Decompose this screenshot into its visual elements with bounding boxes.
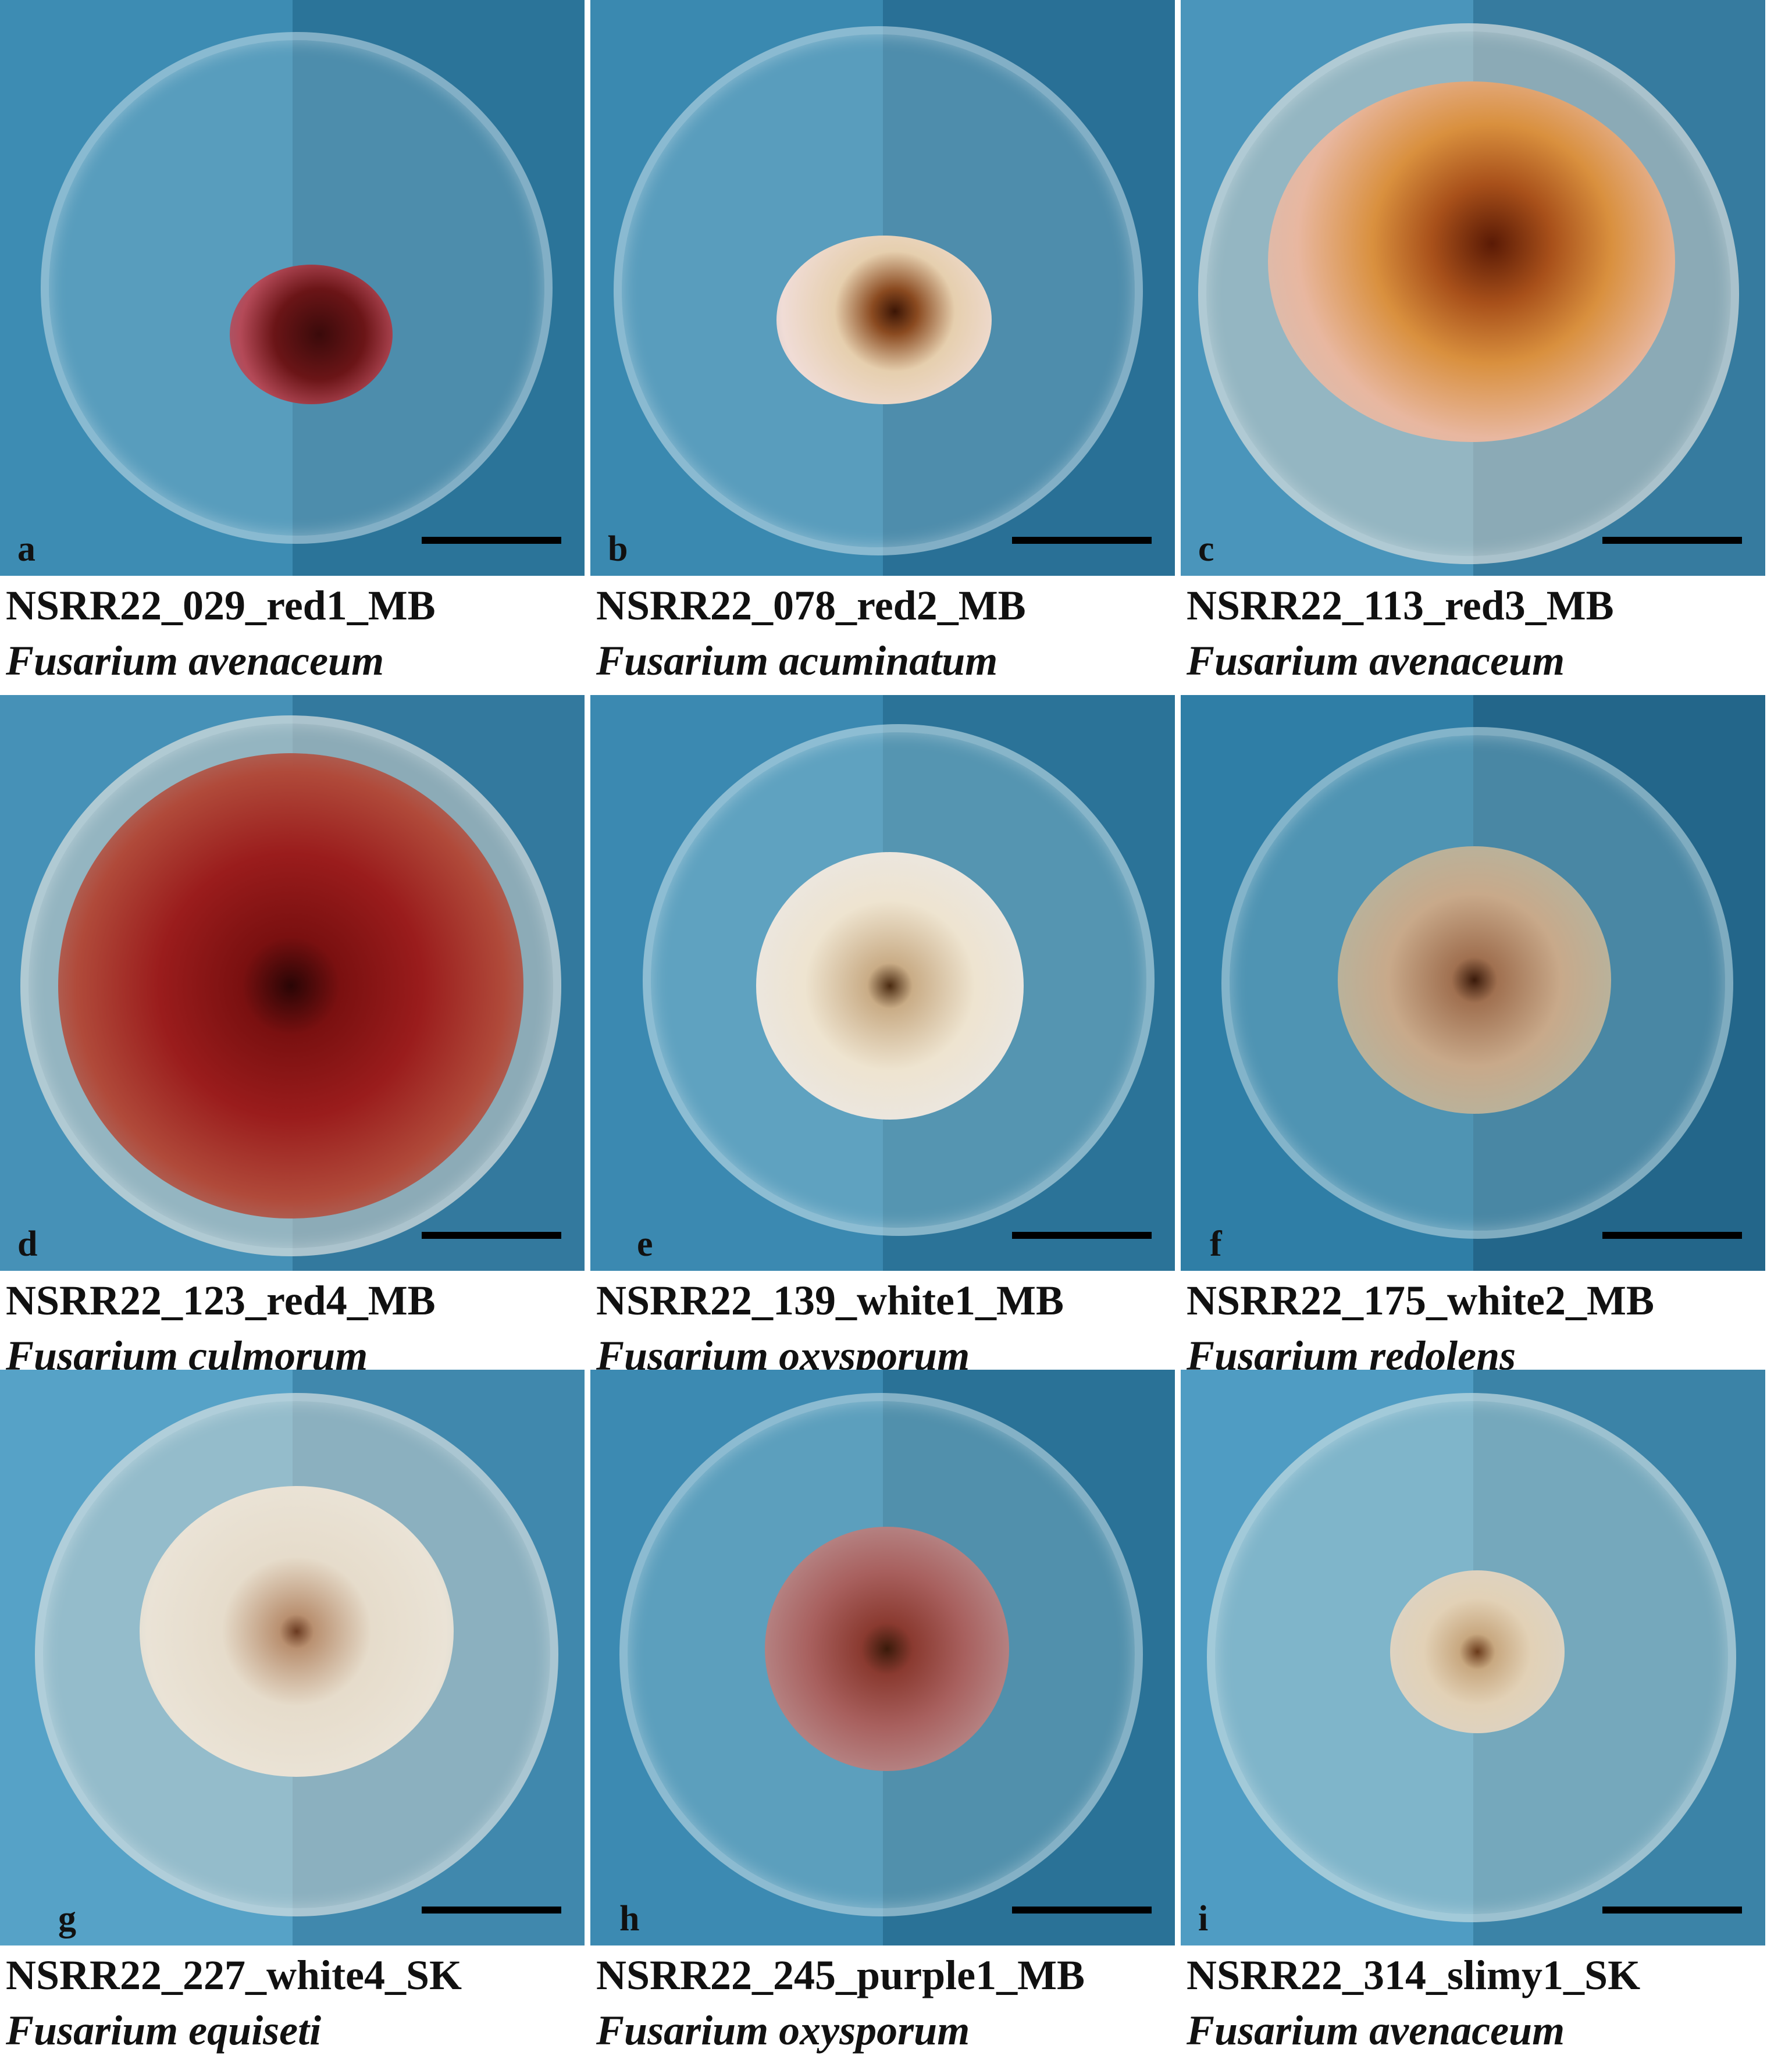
petri-dish-photo: [590, 695, 1175, 1271]
isolate-id: NSRR22_245_purple1_MB: [596, 1952, 1085, 1998]
species-name: Fusarium avenaceum: [1187, 637, 1565, 684]
isolate-id: NSRR22_078_red2_MB: [596, 582, 1026, 629]
panel-i: i NSRR22_314_slimy1_SK Fusarium avenaceu…: [1181, 1370, 1765, 2056]
panel-label: f: [1210, 1224, 1222, 1264]
panel-label: e: [637, 1224, 653, 1264]
species-name: Fusarium equiseti: [6, 2007, 322, 2054]
scale-bar: [422, 1907, 561, 1914]
panel-f: f NSRR22_175_white2_MB Fusarium redolens: [1181, 695, 1765, 1381]
scale-bar: [1602, 1907, 1742, 1914]
species-name: Fusarium acuminatum: [596, 637, 998, 684]
isolate-id: NSRR22_227_white4_SK: [6, 1952, 462, 1998]
fungal-colony: [58, 753, 523, 1218]
isolate-id: NSRR22_139_white1_MB: [596, 1277, 1064, 1324]
fungal-colony: [140, 1486, 454, 1777]
panel-label: d: [17, 1224, 38, 1264]
isolate-id: NSRR22_029_red1_MB: [6, 582, 436, 629]
petri-dish-photo: [590, 1370, 1175, 1945]
petri-dish-photo: [590, 0, 1175, 576]
isolate-id: NSRR22_314_slimy1_SK: [1187, 1952, 1641, 1998]
panel-label: g: [58, 1899, 76, 1939]
scale-bar: [1012, 1907, 1152, 1914]
species-name: Fusarium avenaceum: [6, 637, 384, 684]
panel-label: h: [619, 1899, 640, 1939]
fungal-colony: [1268, 81, 1675, 442]
isolate-id: NSRR22_175_white2_MB: [1187, 1277, 1654, 1324]
fungal-colony: [1390, 1570, 1565, 1733]
fungal-colony: [230, 265, 393, 404]
scale-bar: [1602, 537, 1742, 544]
petri-dish-photo: [0, 0, 585, 576]
scale-bar: [1602, 1232, 1742, 1239]
fungal-colony: [776, 236, 992, 404]
panel-label: c: [1198, 529, 1214, 569]
panel-label: b: [608, 529, 628, 569]
scale-bar: [422, 537, 561, 544]
isolate-id: NSRR22_123_red4_MB: [6, 1277, 436, 1324]
petri-dish-photo: [0, 695, 585, 1271]
petri-dish-photo: [1181, 1370, 1765, 1945]
panel-h: h NSRR22_245_purple1_MB Fusarium oxyspor…: [590, 1370, 1175, 2056]
panel-c: c NSRR22_113_red3_MB Fusarium avenaceum: [1181, 0, 1765, 686]
petri-dish-photo: [1181, 0, 1765, 576]
isolate-id: NSRR22_113_red3_MB: [1187, 582, 1614, 629]
species-name: Fusarium avenaceum: [1187, 2007, 1565, 2054]
petri-dish-photo: [0, 1370, 585, 1945]
fungal-colony: [765, 1527, 1009, 1771]
panel-e: e NSRR22_139_white1_MB Fusarium oxysporu…: [590, 695, 1175, 1381]
panel-label: a: [17, 529, 35, 569]
fungal-colony: [756, 852, 1024, 1120]
scale-bar: [422, 1232, 561, 1239]
panel-g: g NSRR22_227_white4_SK Fusarium equiseti: [0, 1370, 585, 2056]
fungal-colony: [1338, 846, 1611, 1114]
petri-dish-photo: [1181, 695, 1765, 1271]
panel-label: i: [1198, 1899, 1209, 1939]
panel-b: b NSRR22_078_red2_MB Fusarium acuminatum: [590, 0, 1175, 686]
panel-a: a NSRR22_029_red1_MB Fusarium avenaceum: [0, 0, 585, 686]
species-name: Fusarium oxysporum: [596, 2007, 970, 2054]
scale-bar: [1012, 537, 1152, 544]
panel-d: d NSRR22_123_red4_MB Fusarium culmorum: [0, 695, 585, 1381]
scale-bar: [1012, 1232, 1152, 1239]
